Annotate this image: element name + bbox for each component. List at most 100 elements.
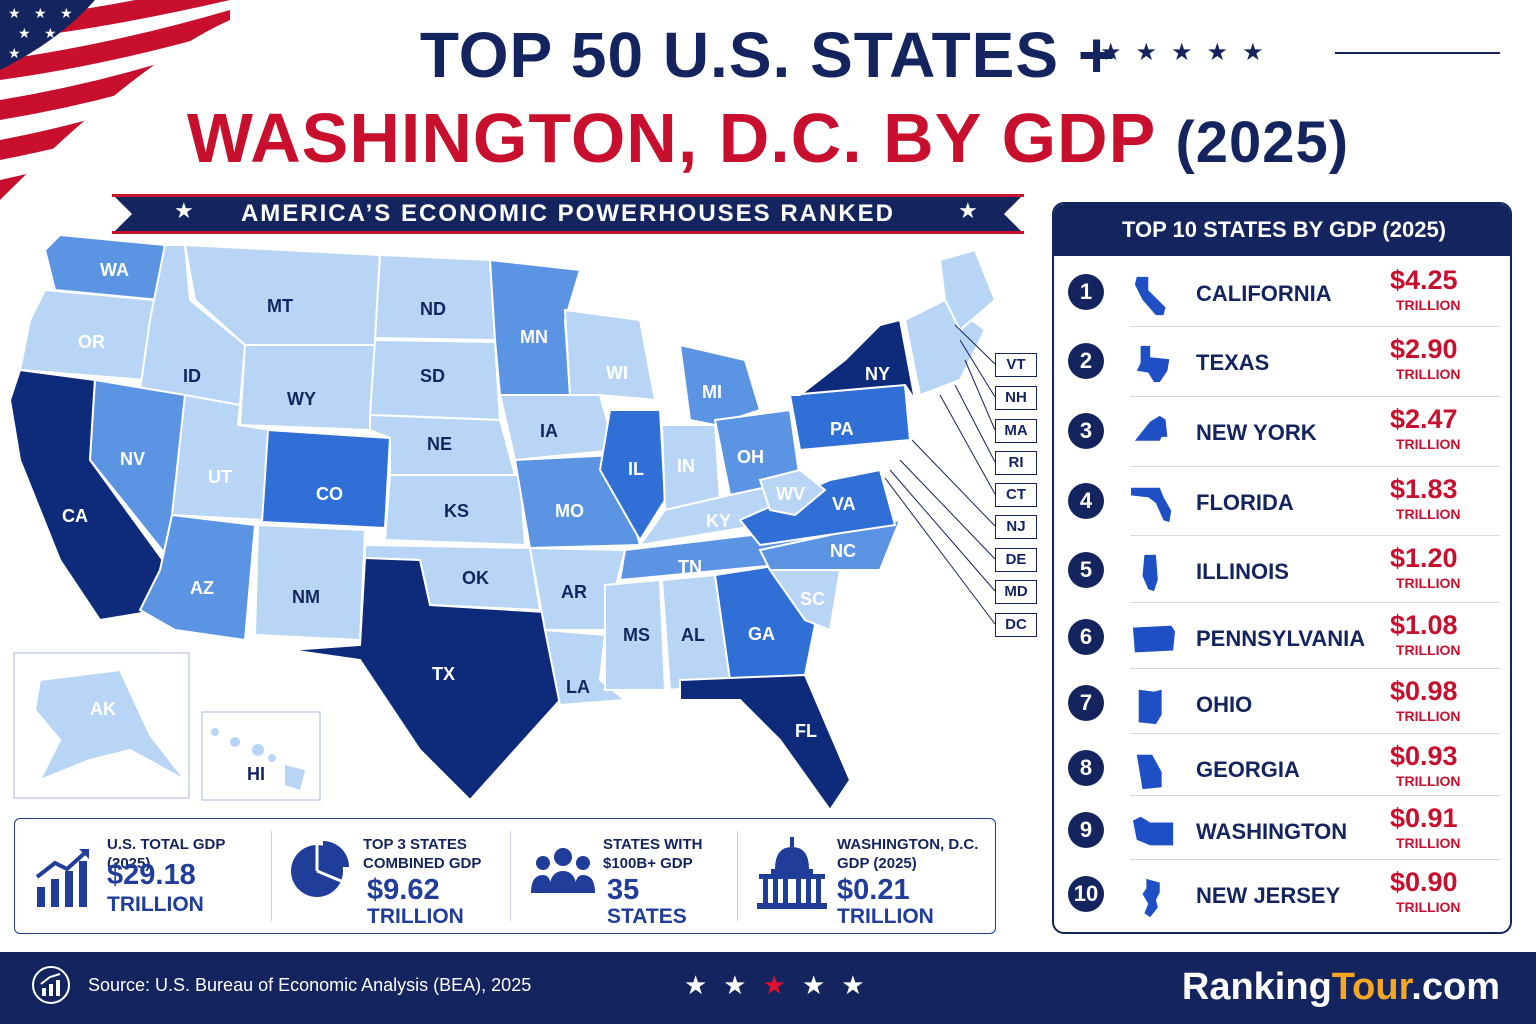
stat-unit: TRILLION [367,905,464,928]
ne-label-vt: VT [995,353,1037,377]
rank-badge: 9 [1068,812,1104,848]
label-ut: UT [208,467,232,487]
state-labels-dark: MT ND SD ID WY NE KS OK NM IA AR LA MS A… [183,296,705,697]
us-gdp-map: WA CA TX FL NY IL PA CO GA VA MN MI OH T… [8,233,997,812]
stat-100b: STATES WITH $100B+ GDP 35 STATES [515,819,735,933]
label-tx: TX [432,664,455,684]
state-il [598,409,667,542]
stat-label: STATES WITH $100B+ GDP [603,835,702,873]
state-shape-icon [1132,625,1176,653]
top10-heading: TOP 10 STATES BY GDP (2025) [1054,204,1510,256]
label-wi: WI [606,363,628,383]
gdp-unit: TRILLION [1396,436,1461,452]
label-ak: AK [90,699,116,719]
us-flag-decoration: ★ ★ ★★ ★★ [0,0,230,200]
label-fl: FL [795,721,817,741]
stat-value: $0.21 [837,874,910,906]
svg-text:★: ★ [8,45,21,61]
stat-label-line2: COMBINED GDP [363,855,482,872]
state-name: ILLINOIS [1196,559,1289,584]
gdp-unit: TRILLION [1396,835,1461,851]
brand-main: Ranking [1181,966,1332,1008]
gdp-unit: TRILLION [1396,642,1461,658]
stat-value: $29.18 [107,859,196,891]
brand-suffix: .com [1411,966,1500,1008]
rank-badge: 8 [1068,750,1104,786]
stat-unit: TRILLION [837,905,934,928]
label-nc: NC [830,541,856,561]
state-gdp: $0.91 [1390,803,1458,833]
brand-accent: Tour [1331,966,1412,1008]
ne-label-nh: NH [995,386,1037,410]
stat-label: U.S. TOTAL GDP (2025) [107,836,226,872]
state-name: CALIFORNIA [1196,281,1332,306]
alaska-inset [13,652,190,799]
stat-value: $9.62 [367,874,440,906]
state-shape-icon [1136,754,1162,790]
title-main: WASHINGTON, D.C. BY GDP [186,99,1156,177]
brand-logo[interactable]: RankingTour.com [1182,966,1500,1009]
top10-panel: TOP 10 STATES BY GDP (2025) 1 CALIFORNIA $… [1052,202,1512,934]
page-title-line2: WASHINGTON, D.C. BY GDP (2025) [0,98,1536,178]
state-gdp: $1.20 [1390,543,1458,573]
label-la: LA [566,677,590,697]
title-year: (2025) [1175,110,1350,175]
label-mt: MT [267,296,293,316]
state-wi [563,308,657,402]
gdp-unit: TRILLION [1396,773,1461,789]
label-il: IL [628,459,644,479]
state-labels-light: WA CA TX FL NY IL PA CO GA VA MN MI OH T… [62,260,890,741]
stats-strip: U.S. TOTAL GDP (2025) $29.18 TRILLION TO… [14,818,996,934]
state-ny [789,318,916,401]
ne-label-dc: DC [995,613,1037,637]
label-ga: GA [748,624,775,644]
rank-badge: 3 [1068,413,1104,449]
stat-label: WASHINGTON, D.C. GDP (2025) [837,835,978,873]
label-sd: SD [420,366,445,386]
state-shape-icon [1134,415,1168,441]
hawaii-inset [201,711,321,801]
northeast-leader-lines [884,324,996,625]
rank-badge: 2 [1068,343,1104,379]
ne-label-ri: RI [995,451,1037,475]
top10-row: 1 CALIFORNIA $4.25 TRILLION [1054,259,1510,327]
state-or [18,288,157,382]
top10-row: 6 PENNSYLVANIA $1.08 TRILLION [1054,604,1510,672]
rank-badge: 10 [1068,876,1104,912]
top10-row: 10 NEW JERSEY $0.90 TRILLION [1054,861,1510,929]
state-gdp: $0.90 [1390,867,1458,897]
state-gdp: $4.25 [1390,265,1458,295]
state-me [938,248,997,332]
decorative-stars: ★★★★★ [1100,39,1278,66]
row-divider [1130,859,1500,860]
gdp-unit: TRILLION [1396,506,1461,522]
row-divider [1130,535,1500,536]
state-shape-icon [1138,689,1162,725]
state-name: TEXAS [1196,350,1270,375]
row-divider [1130,668,1500,669]
state-name: NEW JERSEY [1196,883,1341,908]
label-ky: KY [706,511,731,531]
label-wv: WV [776,484,805,504]
state-shapes [8,233,997,812]
state-nm [253,523,367,642]
label-tn: TN [678,557,702,577]
state-wy [238,344,377,432]
label-nv: NV [120,449,145,469]
row-divider [1130,396,1500,397]
label-ar: AR [561,582,587,602]
svg-text:★: ★ [8,5,21,21]
state-ks [383,474,527,547]
label-ms: MS [623,625,650,645]
stat-top3: TOP 3 STATES COMBINED GDP $9.62 TRILLION [277,819,509,933]
label-mn: MN [520,327,548,347]
row-divider [1130,733,1500,734]
label-wy: WY [287,389,316,409]
stat-total-gdp: U.S. TOTAL GDP (2025) $29.18 TRILLION [15,819,265,933]
state-shape-icon [1132,816,1174,846]
label-pa: PA [830,419,854,439]
top10-row: 7 OHIO $0.98 TRILLION [1054,670,1510,738]
state-shape-icon [1131,487,1172,523]
gdp-unit: TRILLION [1396,366,1461,382]
state-ak [33,668,186,782]
